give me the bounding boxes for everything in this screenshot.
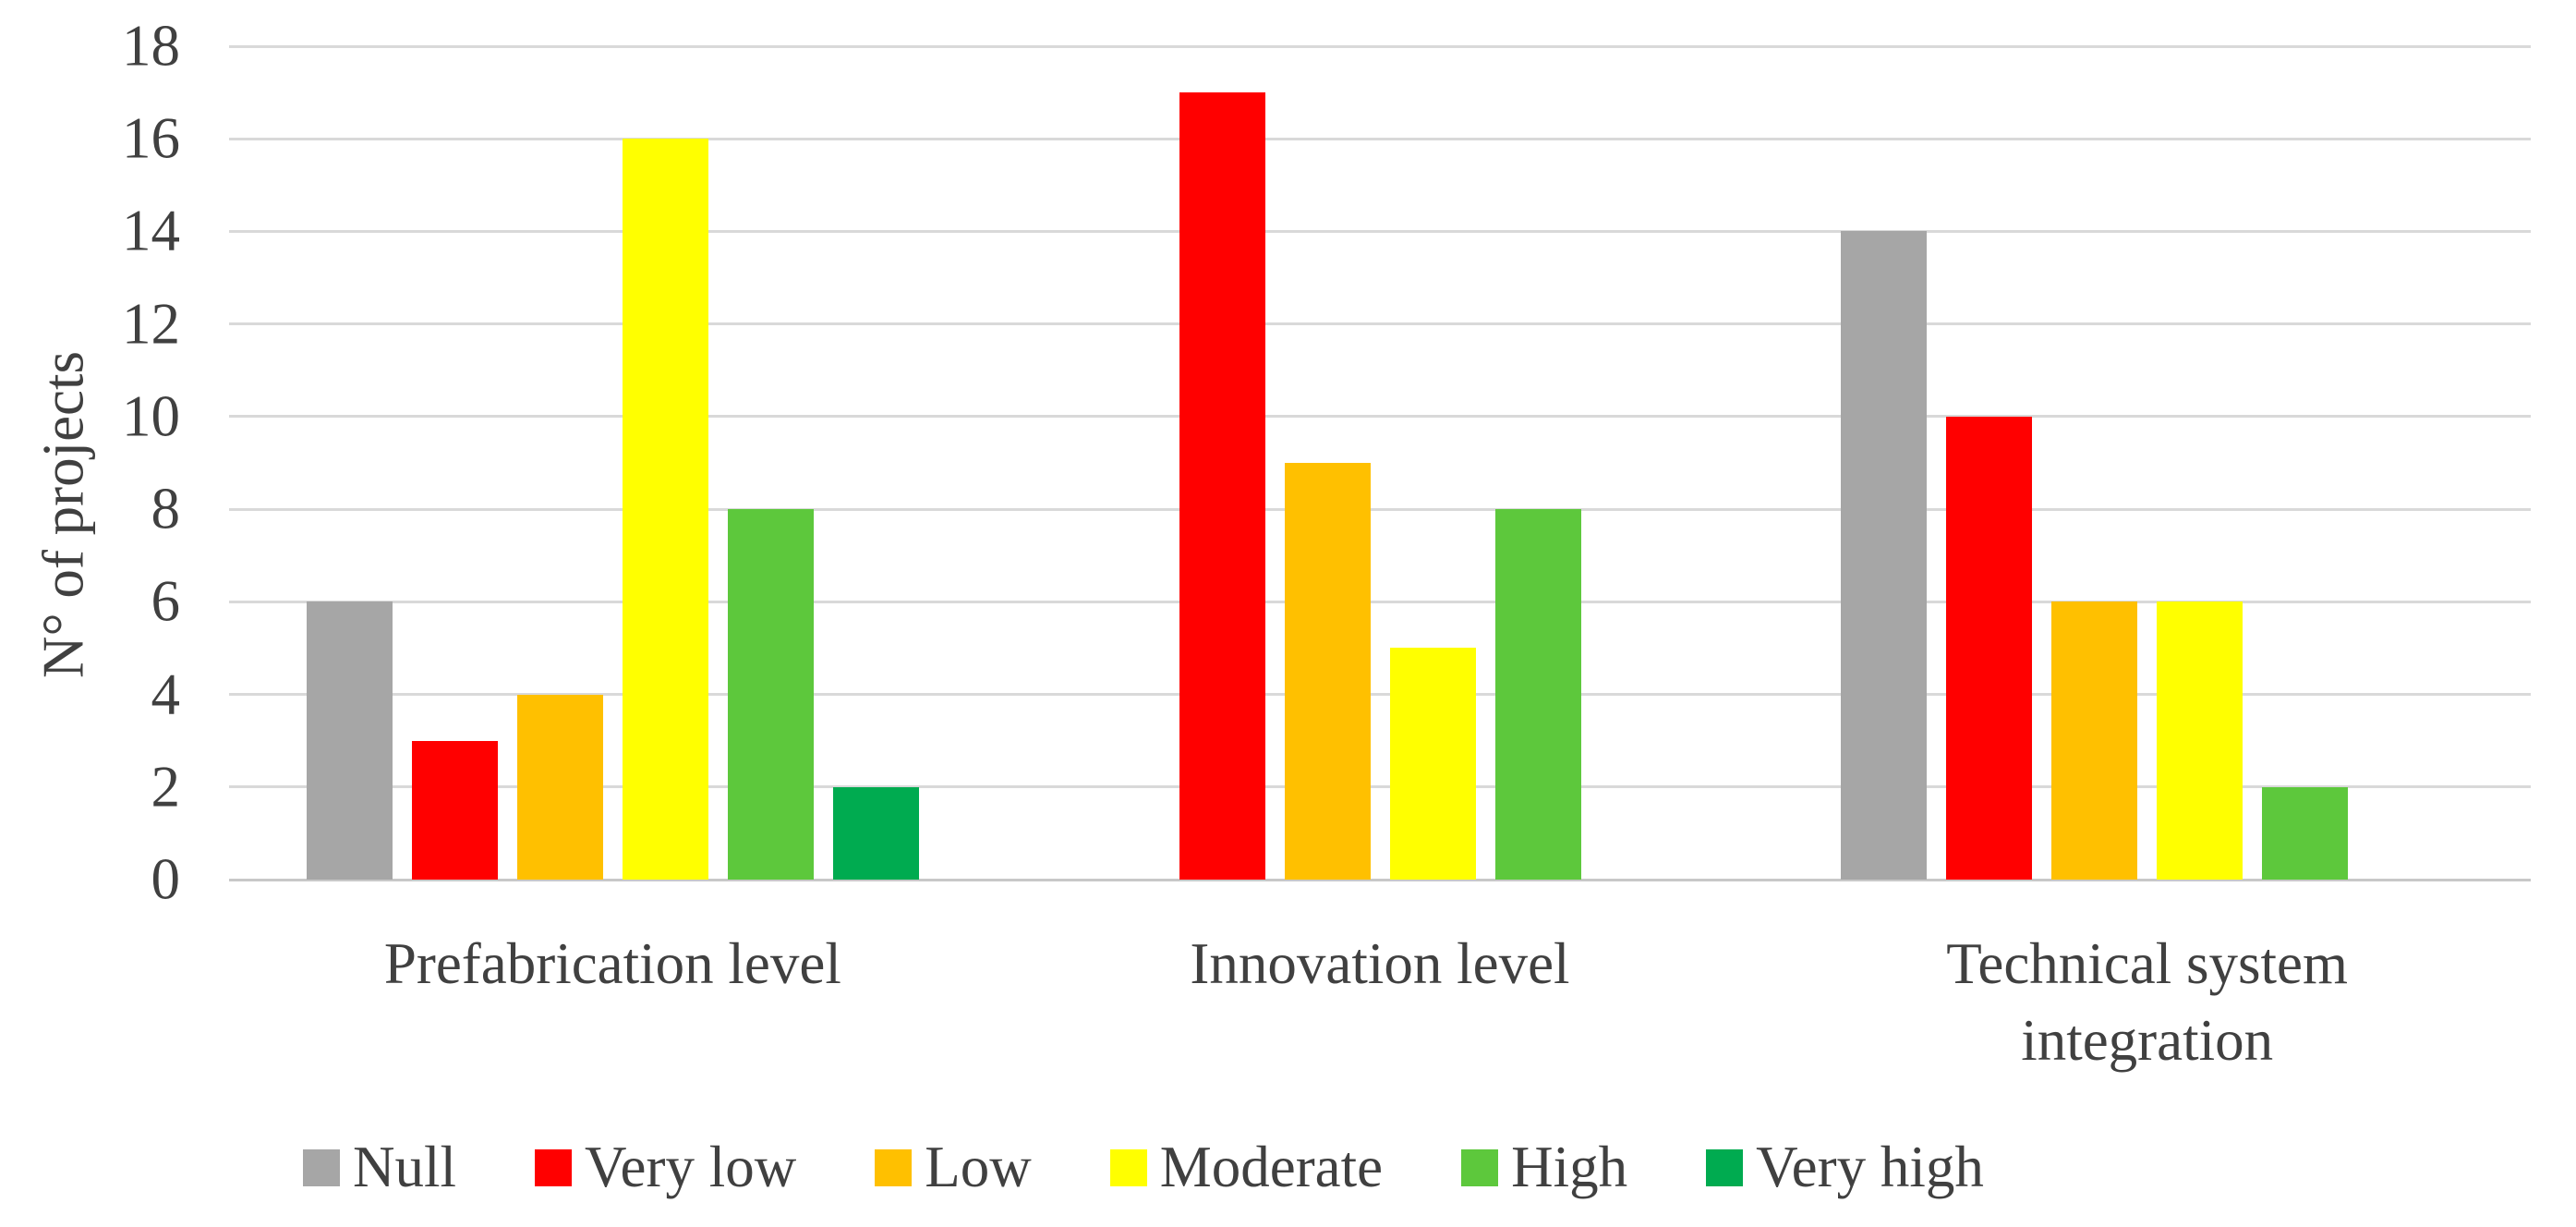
category-label-text: Technical system integration <box>1946 931 2348 1073</box>
legend-item-very-low: Very low <box>535 1138 796 1197</box>
legend-swatch-icon <box>303 1148 340 1186</box>
bar-high-category-3 <box>2262 786 2349 880</box>
gridline-y-2 <box>229 785 2531 789</box>
bar-low-category-2 <box>1284 463 1371 880</box>
y-axis-tick-labels: 0 2 4 6 8 10 12 14 16 18 <box>0 0 189 1227</box>
bar-low-category-1 <box>516 694 603 880</box>
legend-label: Very high <box>1756 1135 1984 1199</box>
legend-label: Moderate <box>1159 1135 1384 1199</box>
x-axis-line <box>229 878 2531 881</box>
legend-item-very-high: Very high <box>1706 1138 1984 1197</box>
y-tick-label-18: 18 <box>122 13 180 79</box>
y-tick-label-12: 12 <box>122 291 180 357</box>
bar-null-category-1 <box>306 601 393 880</box>
category-label-text: Prefabrication level <box>383 931 841 996</box>
legend-label: Null <box>353 1135 457 1199</box>
gridline-y-18 <box>229 44 2531 48</box>
legend-item-low: Low <box>875 1135 1032 1199</box>
plot-area <box>229 44 2531 881</box>
gridline-y-8 <box>229 507 2531 511</box>
legend-swatch-icon <box>875 1148 913 1186</box>
legend-swatch-icon <box>1461 1148 1499 1186</box>
y-tick-label-4: 4 <box>151 662 181 727</box>
gridline-y-12 <box>229 322 2531 326</box>
y-tick-label-10: 10 <box>122 383 180 449</box>
legend-swatch-icon <box>1109 1148 1147 1186</box>
bar-high-category-2 <box>1494 509 1581 880</box>
gridline-y-10 <box>229 415 2531 419</box>
gridline-y-6 <box>229 600 2531 603</box>
legend-label: Low <box>925 1135 1032 1199</box>
category-label-1: Prefabrication level <box>229 926 997 1002</box>
bar-moderate-category-2 <box>1389 648 1476 880</box>
legend-item-moderate: Moderate <box>1109 1135 1384 1199</box>
legend-swatch-icon <box>535 1148 573 1186</box>
bar-moderate-category-3 <box>2157 601 2243 880</box>
bar-moderate-category-1 <box>622 139 708 880</box>
legend-item-null: Null <box>303 1138 456 1197</box>
legend-label: High <box>1511 1135 1628 1199</box>
category-label-text: Innovation level <box>1190 931 1570 996</box>
category-label-3: Technical system integration <box>1763 926 2531 1079</box>
y-tick-label-6: 6 <box>151 568 181 634</box>
legend-label: Very low <box>585 1135 797 1199</box>
chart-legend: Null Very low Low Moderate High Very high <box>303 1138 1984 1197</box>
legend-item-high: High <box>1461 1138 1627 1197</box>
bar-very-high-category-1 <box>832 786 919 880</box>
gridline-y-14 <box>229 229 2531 233</box>
gridline-y-4 <box>229 693 2531 697</box>
y-tick-label-14: 14 <box>122 198 180 263</box>
y-tick-label-16: 16 <box>122 105 180 171</box>
category-label-2: Innovation level <box>997 926 1764 1002</box>
bar-very-low-category-2 <box>1179 92 1265 880</box>
legend-swatch-icon <box>1706 1148 1744 1186</box>
bar-null-category-3 <box>1841 231 1928 880</box>
bar-high-category-1 <box>727 509 814 880</box>
y-tick-label-8: 8 <box>151 476 181 541</box>
bar-very-low-category-3 <box>1946 416 2033 880</box>
y-tick-label-0: 0 <box>151 846 181 912</box>
x-axis-category-labels: Prefabrication level Innovation level Tech… <box>229 926 2531 1083</box>
gridline-y-16 <box>229 137 2531 140</box>
bar-low-category-3 <box>2051 601 2138 880</box>
bar-very-low-category-1 <box>411 740 498 880</box>
y-tick-label-2: 2 <box>151 754 181 820</box>
